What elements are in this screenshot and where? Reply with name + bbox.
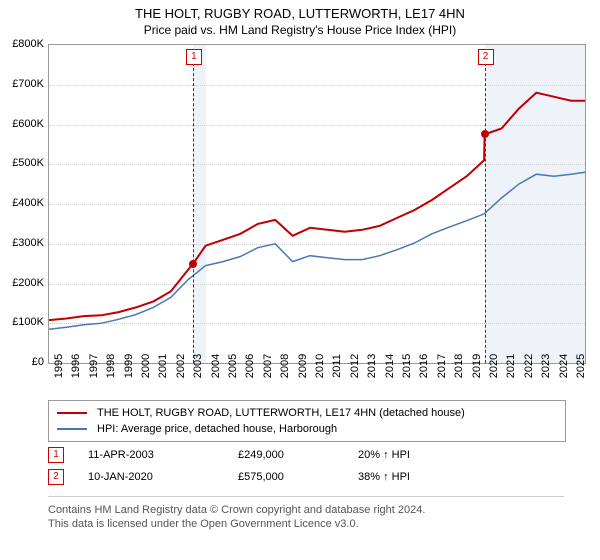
legend-swatch: [57, 428, 87, 430]
chart-subtitle: Price paid vs. HM Land Registry's House …: [0, 21, 600, 41]
flag-line: [193, 63, 194, 363]
sale-row: 2 10-JAN-2020£575,00038% ↑ HPI: [48, 466, 564, 488]
legend: THE HOLT, RUGBY ROAD, LUTTERWORTH, LE17 …: [48, 400, 566, 442]
sale-marker: [481, 130, 489, 138]
sale-marker: [189, 260, 197, 268]
y-tick-label: £100K: [12, 316, 44, 328]
footer-line-2: This data is licensed under the Open Gov…: [48, 518, 359, 530]
y-tick-label: £0: [32, 356, 44, 368]
sale-row: 1 11-APR-2003£249,00020% ↑ HPI: [48, 444, 564, 466]
series-holt: [49, 93, 585, 320]
sale-flag: 2: [48, 469, 64, 485]
series-hpi: [49, 172, 585, 329]
legend-item: HPI: Average price, detached house, Harb…: [57, 421, 557, 437]
legend-item: THE HOLT, RUGBY ROAD, LUTTERWORTH, LE17 …: [57, 405, 557, 421]
chart-title: THE HOLT, RUGBY ROAD, LUTTERWORTH, LE17 …: [0, 0, 600, 21]
flag-2: 2: [478, 49, 494, 65]
sale-delta: 38% ↑ HPI: [358, 471, 458, 483]
footer-line-1: Contains HM Land Registry data © Crown c…: [48, 504, 425, 516]
sale-price: £575,000: [238, 471, 358, 483]
y-tick-label: £800K: [12, 38, 44, 50]
plot-area: 12: [48, 44, 586, 364]
flag-line: [485, 63, 486, 363]
footer: Contains HM Land Registry data © Crown c…: [48, 496, 564, 532]
legend-label: THE HOLT, RUGBY ROAD, LUTTERWORTH, LE17 …: [97, 407, 465, 419]
y-tick-label: £200K: [12, 277, 44, 289]
y-tick-label: £300K: [12, 237, 44, 249]
sale-price: £249,000: [238, 449, 358, 461]
sales-table: 1 11-APR-2003£249,00020% ↑ HPI 2 10-JAN-202…: [48, 444, 564, 488]
legend-label: HPI: Average price, detached house, Harb…: [97, 423, 337, 435]
y-tick-label: £700K: [12, 78, 44, 90]
sale-delta: 20% ↑ HPI: [358, 449, 458, 461]
sale-date: 11-APR-2003: [88, 449, 238, 461]
legend-swatch: [57, 412, 87, 414]
y-tick-label: £400K: [12, 197, 44, 209]
y-tick-label: £600K: [12, 118, 44, 130]
sale-flag: 1: [48, 447, 64, 463]
chart-lines: [49, 45, 585, 363]
sale-date: 10-JAN-2020: [88, 471, 238, 483]
flag-1: 1: [186, 49, 202, 65]
chart-container: THE HOLT, RUGBY ROAD, LUTTERWORTH, LE17 …: [0, 0, 600, 560]
y-tick-label: £500K: [12, 157, 44, 169]
